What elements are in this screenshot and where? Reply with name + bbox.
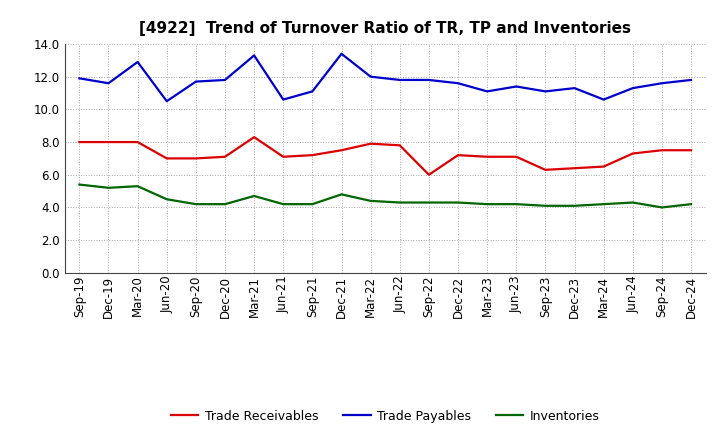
Trade Payables [570, 85, 579, 91]
Trade Receivables [133, 139, 142, 145]
Inventories [308, 202, 317, 207]
Line: Trade Payables: Trade Payables [79, 54, 691, 101]
Inventories [395, 200, 404, 205]
Inventories [570, 203, 579, 209]
Inventories [629, 200, 637, 205]
Trade Receivables [337, 147, 346, 153]
Trade Payables [308, 89, 317, 94]
Inventories [687, 202, 696, 207]
Trade Payables [599, 97, 608, 102]
Trade Payables [657, 81, 666, 86]
Trade Payables [483, 89, 492, 94]
Trade Receivables [541, 167, 550, 172]
Inventories [512, 202, 521, 207]
Inventories [541, 203, 550, 209]
Inventories [337, 192, 346, 197]
Inventories [220, 202, 229, 207]
Inventories [366, 198, 375, 204]
Inventories [483, 202, 492, 207]
Trade Receivables [75, 139, 84, 145]
Trade Payables [133, 59, 142, 65]
Trade Receivables [279, 154, 287, 159]
Trade Receivables [220, 154, 229, 159]
Inventories [192, 202, 200, 207]
Trade Receivables [395, 143, 404, 148]
Line: Inventories: Inventories [79, 184, 691, 207]
Trade Payables [512, 84, 521, 89]
Trade Receivables [657, 147, 666, 153]
Trade Payables [104, 81, 113, 86]
Trade Receivables [687, 147, 696, 153]
Trade Receivables [250, 135, 258, 140]
Trade Receivables [192, 156, 200, 161]
Trade Payables [337, 51, 346, 56]
Trade Receivables [104, 139, 113, 145]
Trade Receivables [425, 172, 433, 177]
Trade Payables [395, 77, 404, 83]
Inventories [657, 205, 666, 210]
Trade Payables [75, 76, 84, 81]
Inventories [279, 202, 287, 207]
Line: Trade Receivables: Trade Receivables [79, 137, 691, 175]
Trade Receivables [454, 153, 462, 158]
Trade Payables [250, 53, 258, 58]
Inventories [599, 202, 608, 207]
Trade Receivables [629, 151, 637, 156]
Trade Receivables [308, 153, 317, 158]
Trade Receivables [163, 156, 171, 161]
Trade Receivables [512, 154, 521, 159]
Inventories [75, 182, 84, 187]
Trade Payables [163, 99, 171, 104]
Inventories [104, 185, 113, 191]
Trade Receivables [366, 141, 375, 147]
Trade Payables [192, 79, 200, 84]
Trade Receivables [570, 165, 579, 171]
Trade Receivables [599, 164, 608, 169]
Inventories [133, 183, 142, 189]
Trade Payables [629, 85, 637, 91]
Inventories [425, 200, 433, 205]
Trade Receivables [483, 154, 492, 159]
Legend: Trade Receivables, Trade Payables, Inventories: Trade Receivables, Trade Payables, Inven… [166, 405, 605, 428]
Inventories [250, 193, 258, 198]
Trade Payables [220, 77, 229, 83]
Trade Payables [366, 74, 375, 79]
Trade Payables [425, 77, 433, 83]
Trade Payables [541, 89, 550, 94]
Trade Payables [279, 97, 287, 102]
Inventories [454, 200, 462, 205]
Title: [4922]  Trend of Turnover Ratio of TR, TP and Inventories: [4922] Trend of Turnover Ratio of TR, TP… [139, 21, 631, 36]
Inventories [163, 197, 171, 202]
Trade Payables [687, 77, 696, 83]
Trade Payables [454, 81, 462, 86]
